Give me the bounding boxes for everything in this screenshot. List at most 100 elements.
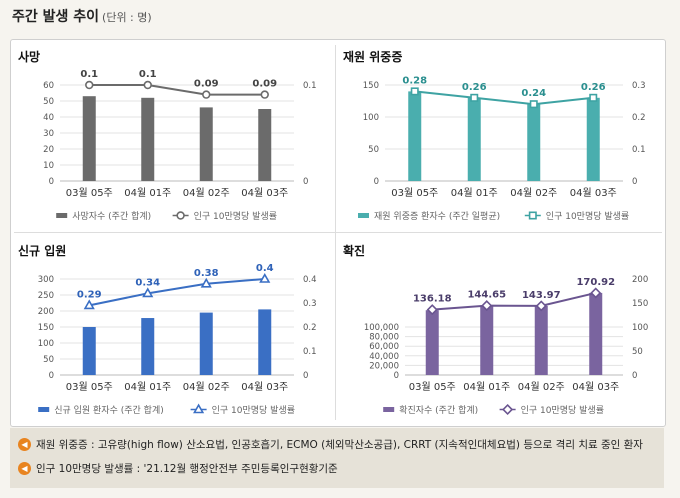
legend-label: 사망자수 (주간 합계) [72, 210, 151, 222]
line-marker [590, 287, 602, 299]
data-label: 0.1 [80, 69, 98, 80]
line-marker [259, 272, 271, 283]
line-marker [426, 304, 438, 316]
legend-label: 인구 10만명당 발생률 [194, 211, 277, 222]
legend-label: 재원 위중증 환자수 (주간 일평균) [374, 210, 500, 222]
note-text: 재원 위중증 : 고유량(high flow) 산소요법, 인공호흡기, ECM… [36, 439, 643, 451]
legend-swatch-bar [358, 213, 369, 218]
data-label: 144.65 [467, 290, 506, 301]
line-marker [260, 90, 269, 99]
chart-deaths: 사망 0 10 20 30 40 50 60 0 0.1 03월 05주 04월 01주 04월 02… [12, 42, 334, 230]
chart-critical: 재원 위중증 0 50 100 150 0 0.1 0.2 0.3 03월 05주 04월 01주… [337, 42, 663, 230]
chart-svg: 0 50 100 150 200 250 300 0 0.1 0.2 0.3 0.4 03월 05주 04… [38, 263, 317, 416]
line-marker [83, 299, 95, 310]
line-marker [529, 100, 538, 109]
legend-label: 신규 입원 환자수 (주간 합계) [54, 404, 164, 416]
y2-tick-label: 0.1 [303, 347, 317, 357]
data-label: 136.18 [413, 294, 452, 305]
bar [82, 96, 96, 181]
y-tick-label: 0 [394, 371, 399, 381]
y-tick-label: 0 [374, 177, 379, 187]
bar [258, 309, 272, 375]
y2-tick-label: 0.1 [632, 145, 646, 155]
y-tick-label: 100 [363, 113, 379, 123]
y-tick-label: 200 [38, 307, 54, 317]
data-label: 0.34 [135, 277, 160, 288]
y-tick-label: 100,000 [364, 323, 399, 333]
y2-tick-label: 0 [632, 371, 637, 381]
data-label: 170.92 [576, 277, 615, 288]
line-marker [502, 403, 514, 416]
line-marker [470, 93, 479, 102]
chart-svg: 0 10 20 30 40 50 60 0 0.1 03월 05주 04월 01주 04월 02주 04… [43, 69, 316, 222]
line-marker [410, 87, 419, 96]
x-tick-label: 03월 05주 [66, 187, 113, 199]
speaker-icon: ◀ [18, 462, 31, 475]
y-tick-label: 0 [49, 177, 54, 187]
y-tick-label: 150 [38, 323, 54, 333]
rate-line [432, 291, 596, 311]
y-tick-label: 60,000 [369, 342, 399, 352]
bar [467, 97, 481, 181]
x-tick-label: 04월 01주 [451, 187, 498, 199]
line-marker [481, 300, 493, 312]
y2-tick-label: 200 [632, 275, 648, 285]
legend-label: 확진자수 (주간 합계) [399, 404, 478, 416]
x-tick-label: 04월 02주 [183, 381, 230, 393]
legend-label: 인구 10만명당 발생률 [521, 405, 604, 416]
x-tick-label: 04월 02주 [183, 187, 230, 199]
y2-tick-label: 0.2 [303, 323, 317, 333]
y2-tick-label: 0.2 [632, 113, 646, 123]
y2-tick-label: 100 [632, 323, 648, 333]
horizontal-divider [14, 232, 662, 233]
y-tick-label: 40 [43, 113, 54, 123]
y2-tick-label: 0.3 [632, 81, 646, 91]
x-tick-label: 04월 01주 [463, 381, 510, 393]
speaker-icon: ◀ [18, 438, 31, 451]
bar [527, 104, 541, 181]
x-tick-label: 04월 03주 [570, 187, 617, 199]
y2-tick-label: 0.3 [303, 299, 317, 309]
data-label: 143.97 [522, 290, 561, 301]
line-marker [589, 93, 598, 102]
y-tick-label: 0 [49, 371, 54, 381]
y2-tick-label: 0 [303, 371, 308, 381]
y-tick-label: 10 [43, 161, 54, 171]
bar [199, 107, 213, 181]
y2-tick-label: 150 [632, 299, 648, 309]
unit-label: (단위 : 명) [102, 11, 152, 24]
rate-line [89, 84, 265, 96]
data-label: 0.09 [194, 79, 219, 90]
y2-tick-label: 0 [632, 177, 637, 187]
x-tick-label: 04월 03주 [572, 381, 619, 393]
line-marker [535, 300, 547, 312]
data-label: 0.24 [521, 88, 546, 99]
note-rate: ◀ 인구 10만명당 발생률 : '21.12월 행정안전부 주민등록인구현황기준 [18, 461, 338, 476]
bar [480, 305, 494, 375]
note-critical: ◀ 재원 위중증 : 고유량(high flow) 산소요법, 인공호흡기, EC… [18, 437, 643, 452]
y-tick-label: 250 [38, 291, 54, 301]
bar [408, 91, 422, 181]
y-tick-label: 50 [43, 97, 54, 107]
x-tick-label: 03월 05주 [66, 381, 113, 393]
data-label: 0.28 [402, 75, 427, 86]
bar [258, 109, 272, 181]
y2-tick-label: 0 [303, 177, 308, 187]
x-tick-label: 04월 01주 [124, 187, 171, 199]
data-label: 0.29 [77, 289, 102, 300]
chart-admissions: 신규 입원 0 50 100 150 200 250 300 0 0.1 0.2 0.3 0.4 03월… [12, 236, 334, 424]
data-label: 0.38 [194, 268, 219, 279]
legend-swatch-bar [56, 213, 68, 218]
rate-line [89, 278, 265, 307]
y-tick-label: 300 [38, 275, 54, 285]
line-marker [528, 211, 537, 220]
chart-confirmed: 확진 0 20,000 40,000 60,000 80,000 100,000 0 50 10… [337, 236, 663, 424]
y2-tick-label: 0.4 [303, 275, 317, 285]
x-tick-label: 04월 01주 [124, 381, 171, 393]
bar [199, 312, 213, 375]
legend-swatch-bar [383, 407, 395, 412]
note-text: 인구 10만명당 발생률 : '21.12월 행정안전부 주민등록인구현황기준 [36, 463, 338, 475]
bar [534, 305, 548, 375]
y-tick-label: 60 [43, 81, 54, 91]
data-label: 0.4 [256, 263, 274, 274]
